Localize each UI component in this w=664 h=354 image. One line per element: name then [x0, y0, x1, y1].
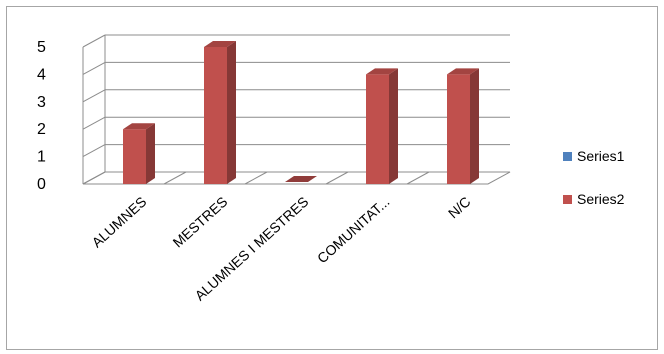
bar-series2-side — [389, 68, 398, 184]
gridline-side — [82, 116, 106, 130]
bar-series2-top — [366, 68, 398, 75]
y-tick-label: 0 — [37, 176, 46, 193]
floor-divider — [244, 171, 268, 185]
bar-series2-top — [447, 68, 479, 75]
bar-series2-front — [123, 129, 146, 184]
x-category-label: ALUMNES — [88, 193, 149, 250]
floor-divider — [325, 171, 349, 185]
bar-series2-front — [366, 74, 389, 184]
bars-layer — [123, 41, 479, 184]
legend-swatch — [563, 152, 572, 161]
bar-series2-front — [204, 47, 227, 184]
y-tick-label: 1 — [37, 149, 46, 166]
floor-divider — [406, 171, 430, 185]
bar-series2-top — [204, 41, 236, 47]
legend-label: Series2 — [577, 191, 625, 207]
floor — [82, 171, 511, 185]
gridline-side — [82, 61, 106, 75]
gridline-side — [82, 89, 106, 103]
gridline-side — [82, 144, 106, 158]
x-category-label: N/C — [445, 193, 474, 221]
legend-label: Series1 — [577, 148, 625, 164]
legend-swatch — [563, 195, 572, 204]
legend: Series1 Series2 — [563, 148, 625, 207]
y-tick-label: 3 — [37, 94, 46, 111]
grid-layer — [82, 34, 511, 185]
x-category-label: COMUNITAT... — [314, 193, 393, 266]
bar-series2-side — [146, 123, 155, 184]
y-tick-label: 5 — [37, 39, 46, 56]
bar-series2-side — [227, 41, 236, 184]
chart-frame — [6, 6, 658, 350]
y-tick-label: 4 — [37, 66, 46, 83]
gridline-side — [82, 34, 106, 48]
bar-series2-side — [470, 68, 479, 184]
bar-series2-top — [123, 123, 155, 130]
bar-series2-zero — [285, 176, 317, 182]
floor-divider — [163, 171, 187, 185]
y-tick-label: 2 — [37, 121, 46, 138]
x-category-label: MESTRES — [169, 193, 230, 250]
bar-series2-front — [447, 74, 470, 184]
